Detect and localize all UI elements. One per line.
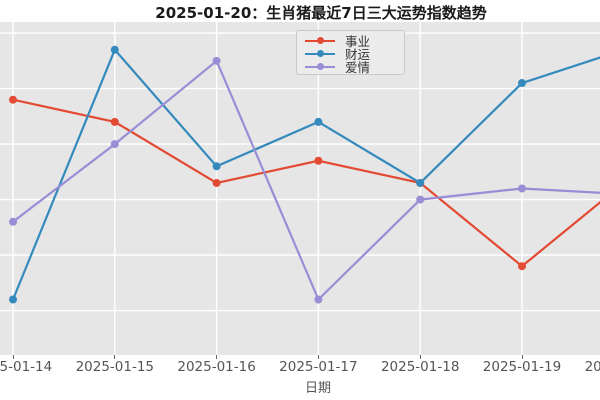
legend-label: 事业 [345, 34, 371, 49]
legend-item-事业: 事业 [305, 34, 396, 49]
x-tick-label: 2025-01-14 [0, 359, 53, 375]
data-point-marker [518, 184, 526, 193]
data-point-marker [314, 156, 323, 165]
legend: 事业 财运 爱情 [296, 30, 405, 75]
data-point-marker [9, 295, 17, 304]
data-point-marker [110, 140, 119, 149]
data-point-marker [212, 178, 221, 187]
legend-line-marker-icon [305, 60, 335, 73]
data-point-marker [9, 217, 17, 226]
series-line-爱情 [12, 59, 600, 302]
data-point-marker [9, 95, 17, 104]
series-line-财运 [11, 47, 600, 300]
x-tick-label: 2025-01-17 [279, 359, 358, 375]
plot-area [0, 22, 600, 355]
x-tick-mark [317, 355, 319, 359]
data-point-marker [212, 162, 221, 171]
data-point-marker [518, 79, 526, 88]
legend-item-财运: 财运 [305, 47, 396, 62]
data-point-marker [212, 56, 221, 65]
legend-line-marker-icon [305, 47, 335, 60]
chart-canvas [0, 22, 600, 355]
x-tick-label: 2025-01-20 [584, 359, 600, 375]
x-tick-label: 2025-01-15 [75, 359, 155, 375]
data-point-marker [518, 262, 526, 271]
data-point-marker [416, 178, 425, 187]
chart-title: 2025-01-20：生肖猪最近7日三大运势指数趋势 [155, 4, 487, 22]
x-tick-mark [521, 355, 523, 359]
data-point-marker [314, 117, 323, 126]
x-tick-mark [114, 355, 116, 359]
x-tick-mark [419, 355, 421, 359]
data-point-marker [110, 45, 119, 54]
data-point-marker [416, 195, 425, 204]
legend-label: 财运 [345, 47, 371, 62]
data-point-marker [314, 295, 323, 304]
x-tick-mark [12, 355, 14, 359]
x-tick-label: 2025-01-16 [177, 359, 256, 375]
data-point-marker [110, 117, 119, 126]
legend-line-marker-icon [305, 34, 335, 47]
series-line-事业 [12, 98, 600, 268]
legend-item-爱情: 爱情 [305, 60, 396, 75]
legend-label: 爱情 [345, 60, 371, 75]
x-tick-label: 2025-01-18 [380, 359, 460, 375]
x-axis-title: 日期 [304, 381, 332, 396]
x-tick-label: 2025-01-19 [482, 359, 562, 375]
x-tick-mark [216, 355, 218, 359]
